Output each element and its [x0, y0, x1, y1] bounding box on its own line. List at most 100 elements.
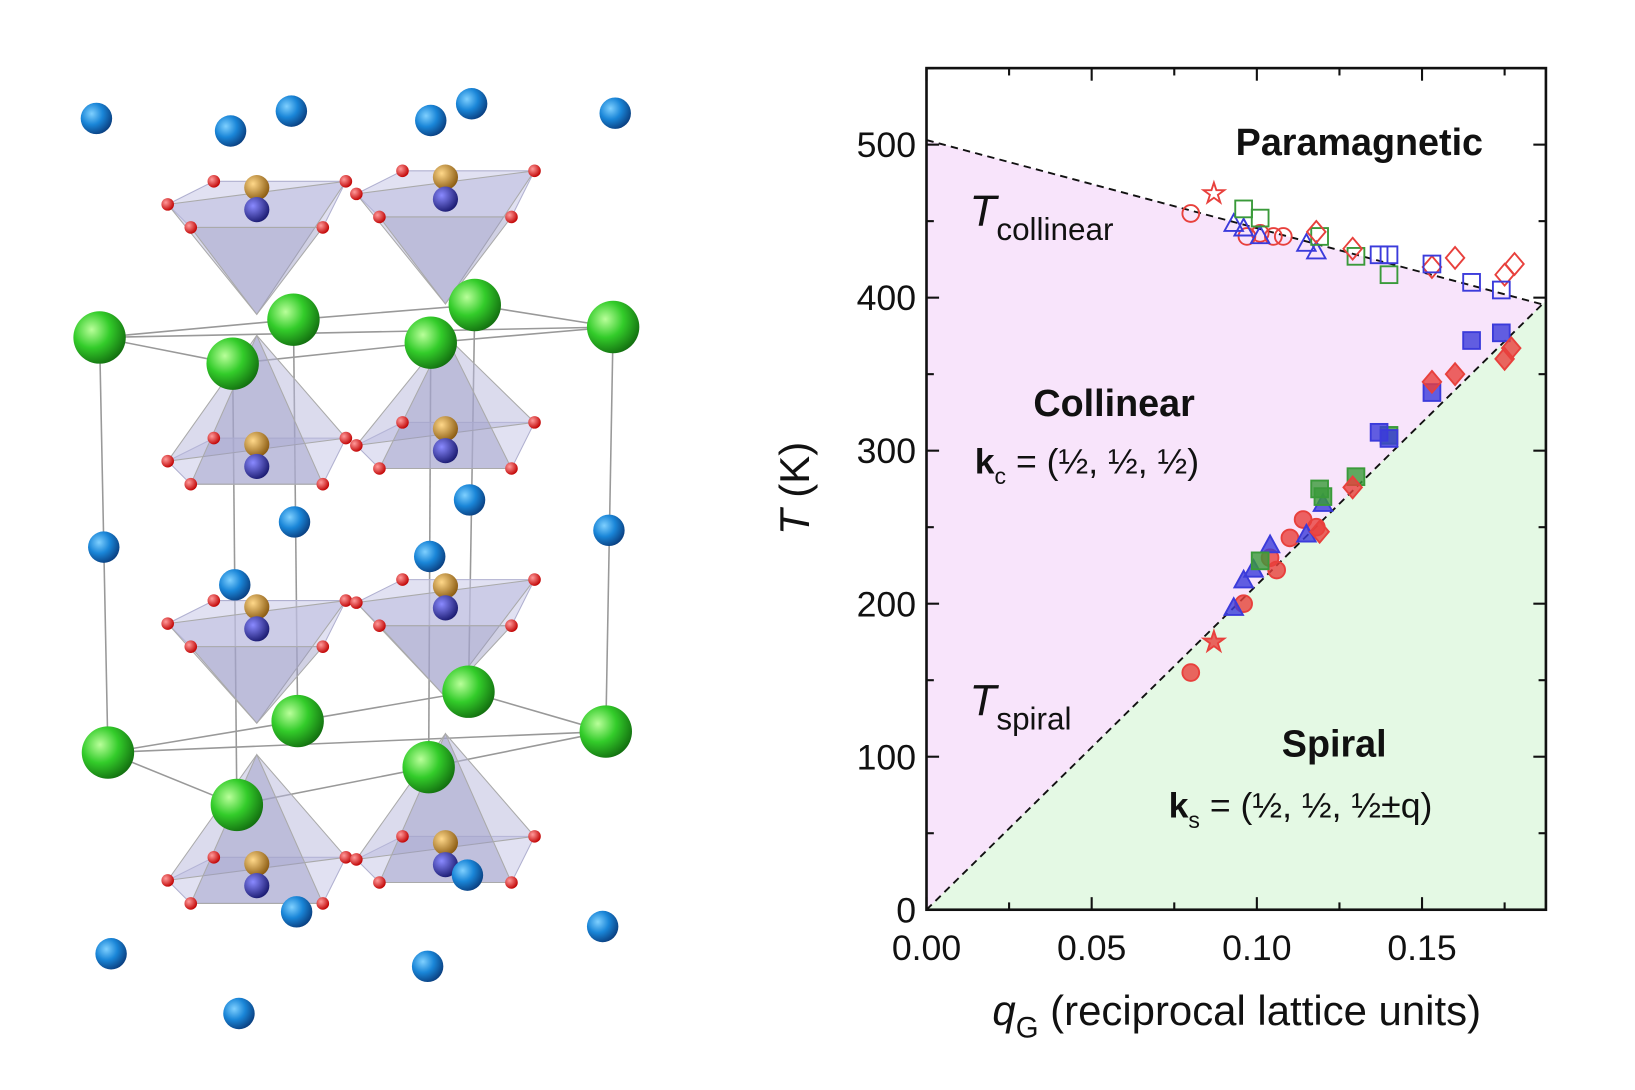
unit-cell-edge: [107, 730, 606, 754]
unit-cell-edge: [297, 690, 469, 722]
atom: [505, 210, 518, 224]
atom: [350, 853, 363, 866]
atom: [207, 594, 221, 607]
atom: [411, 950, 444, 983]
data-point: [1504, 251, 1525, 277]
atom: [244, 197, 270, 223]
data-point: [1200, 628, 1228, 654]
atom: [396, 164, 409, 178]
atom: [267, 293, 320, 346]
atom: [184, 221, 198, 234]
atom: [373, 210, 386, 224]
annotation: Tspiral: [969, 676, 1071, 737]
polyhedron: [189, 753, 324, 904]
unit-cell-edge: [99, 318, 294, 339]
polyhedron: [189, 334, 324, 485]
atom: [184, 640, 198, 653]
atom: [81, 726, 135, 779]
axis-label-text: (K): [771, 442, 818, 510]
data-point: [1305, 239, 1328, 260]
atom: [161, 617, 174, 630]
y-tick-label: 500: [857, 125, 916, 165]
phase-boundary: [926, 139, 1547, 307]
atom: [448, 278, 501, 332]
symbol: T: [771, 506, 818, 535]
data-point: [1232, 216, 1255, 237]
atom: [432, 438, 459, 464]
polyhedron: [189, 226, 324, 316]
data-point: [1309, 519, 1331, 545]
atom: [396, 416, 409, 429]
atom: [373, 876, 386, 889]
annotation: ks = (½, ½, ½±q): [1169, 786, 1433, 833]
atom: [350, 187, 363, 201]
atom: [599, 97, 631, 129]
atom: [214, 115, 247, 147]
atom: [505, 619, 518, 632]
atom: [339, 175, 353, 188]
symbol: T: [969, 186, 999, 235]
phase-diagram: Paramagnetic Tcollinear Collinear kc = (…: [771, 66, 1548, 1045]
atom: [432, 186, 459, 212]
data-point: [1491, 280, 1511, 300]
y-tick-label: 100: [857, 737, 916, 777]
data-point: [1234, 199, 1253, 219]
atom: [413, 540, 446, 573]
annotation: Tcollinear: [969, 186, 1113, 247]
atom: [455, 88, 488, 120]
atom: [316, 640, 330, 653]
atom: [396, 573, 409, 586]
atom: [505, 462, 518, 475]
data-point: [1444, 245, 1466, 271]
x-tick-label: 0.10: [1222, 928, 1291, 968]
data-point: [1222, 212, 1245, 232]
atom: [278, 506, 311, 538]
atom: [402, 740, 455, 794]
data-point: [1267, 560, 1287, 580]
data-point: [1305, 219, 1327, 245]
data-point: [1250, 551, 1270, 571]
data-point: [1342, 475, 1364, 500]
atom: [88, 531, 120, 563]
subscript: s: [1188, 807, 1200, 833]
atom: [586, 910, 619, 943]
unit-cell-edge: [430, 326, 614, 344]
atom: [350, 596, 363, 609]
atom: [244, 594, 270, 620]
atom: [207, 851, 221, 864]
data-point: [1421, 254, 1443, 280]
atom: [453, 484, 486, 516]
crystal-structure: [73, 88, 640, 1030]
atom: [271, 694, 324, 748]
atom: [275, 95, 308, 127]
polyhedron: [378, 216, 513, 305]
region-label: Paramagnetic: [1236, 121, 1483, 163]
data-point: [1379, 429, 1399, 448]
atom: [206, 337, 259, 390]
atom: [161, 454, 174, 468]
atom: [161, 874, 174, 887]
atom: [415, 104, 447, 137]
atom: [316, 477, 330, 491]
atom: [373, 462, 386, 475]
atom: [432, 830, 459, 856]
atom: [244, 431, 270, 457]
atom: [161, 198, 174, 211]
y-tick-label: 300: [857, 431, 916, 471]
axis-label-text: (reciprocal lattice units): [1039, 987, 1482, 1034]
atom: [184, 897, 198, 910]
data-point: [1249, 224, 1271, 245]
data-point: [1181, 204, 1201, 223]
symbol: k: [975, 442, 995, 482]
symbol: q: [992, 987, 1016, 1034]
atom: [219, 569, 251, 601]
x-axis-label: qG (reciprocal lattice units): [992, 987, 1481, 1045]
data-point: [1222, 596, 1245, 616]
subscript: c: [995, 463, 1007, 489]
atom: [528, 416, 541, 429]
data-point: [1346, 247, 1366, 266]
y-tick-label: 200: [857, 584, 916, 624]
unit-cell-edge: [107, 720, 298, 754]
atom: [95, 938, 127, 970]
subscript: spiral: [996, 701, 1071, 736]
